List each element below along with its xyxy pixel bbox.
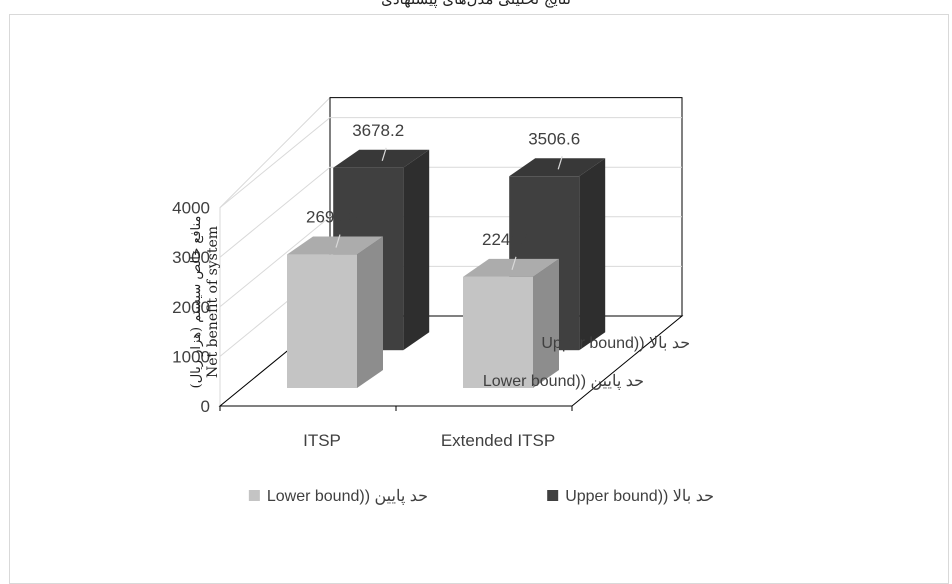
- bar-top: [287, 236, 383, 255]
- bars: 3678.2 3506.6 2690.3 2241.6: [287, 121, 606, 388]
- bar: 2241.6: [463, 230, 559, 388]
- data-label: 2241.6: [482, 230, 534, 249]
- bar-side: [357, 236, 383, 388]
- data-label-leader: [557, 156, 563, 170]
- depth-axis-series-labels: حد پایین ((Lower bound حد بالا ((Upper bo…: [483, 335, 690, 390]
- bar-side: [533, 258, 559, 388]
- legend-label: حد بالا ((Upper bound: [565, 488, 714, 505]
- bar-side: [579, 158, 606, 351]
- data-label-leader: [335, 234, 341, 248]
- bar-top: [509, 158, 606, 177]
- data-label: 3506.6: [528, 129, 580, 148]
- category-label: Extended ITSP: [441, 431, 555, 450]
- caption-text: نتایج تحلیلی مدل‌های پیشنهادی: [0, 0, 952, 8]
- y-tick-label: 1000: [172, 347, 210, 366]
- legend-swatch: [547, 490, 559, 501]
- bar-side: [403, 149, 430, 351]
- legend-item: حد بالا ((Upper bound: [547, 488, 714, 505]
- bar-top: [463, 258, 559, 277]
- data-label-leader: [381, 147, 387, 161]
- data-label: 2690.3: [306, 208, 358, 227]
- y-tick-label: 4000: [172, 199, 210, 218]
- bar-top: [333, 149, 430, 168]
- legend-label: حد پایین ((Lower bound: [267, 488, 428, 505]
- bar: 2690.3: [287, 208, 383, 388]
- legend-item: حد پایین ((Lower bound: [248, 488, 428, 505]
- gridline: [219, 166, 682, 258]
- category-label: ITSP: [303, 431, 341, 450]
- y-axis-ticks: 0 1000 2000 3000 4000: [172, 199, 210, 416]
- bar-front: [287, 254, 357, 388]
- y-tick-label: 3000: [172, 248, 210, 267]
- x-axis-category-labels: ITSP Extended ITSP: [303, 431, 555, 450]
- legend-swatch: [248, 490, 260, 501]
- series-axis-label: حد پایین ((Lower bound: [483, 373, 644, 390]
- y-axis-title-fa: منافع خالص سیستم (هزار ریال): [189, 216, 204, 389]
- series-axis-label: حد بالا ((Upper bound: [541, 335, 690, 352]
- bar-front: [463, 276, 533, 388]
- legend: حد پایین ((Lower bound حد بالا ((Upper bo…: [248, 488, 714, 505]
- y-tick-label: 2000: [172, 298, 210, 317]
- data-label-leader: [511, 256, 517, 270]
- gridline: [219, 117, 682, 208]
- y-tick-label: 0: [201, 397, 210, 416]
- y-axis-title-en: Net benefit of system: [205, 226, 221, 378]
- data-label: 3678.2: [352, 121, 404, 140]
